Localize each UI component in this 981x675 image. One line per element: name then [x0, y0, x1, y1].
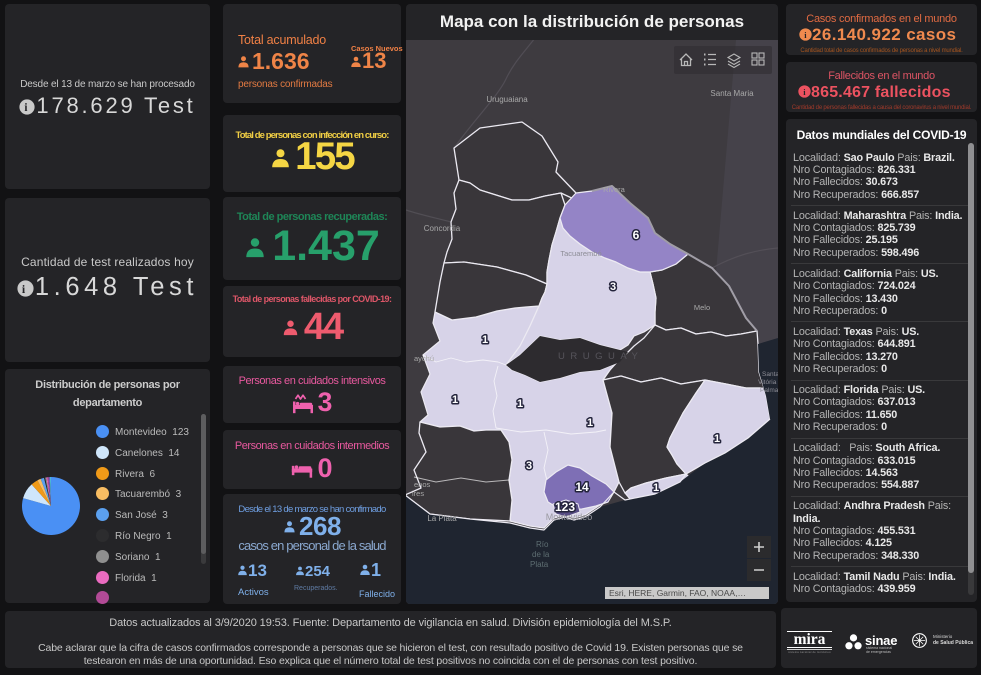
svg-text:3: 3: [610, 281, 616, 293]
svg-text:Plata: Plata: [530, 560, 549, 569]
svg-text:Santa: Santa: [762, 371, 778, 378]
svg-text:Montevideo: Montevideo: [546, 512, 593, 522]
svg-text:enos: enos: [414, 480, 431, 489]
svg-text:Río: Río: [536, 540, 549, 549]
svg-text:URUGUAY: URUGUAY: [558, 351, 643, 362]
svg-text:Santa Maria: Santa Maria: [710, 89, 754, 98]
svg-text:Palmar: Palmar: [760, 387, 778, 394]
svg-text:1: 1: [653, 482, 659, 494]
svg-text:1: 1: [517, 398, 523, 410]
svg-text:3: 3: [526, 460, 532, 472]
svg-text:i: i: [25, 102, 30, 114]
svg-text:1: 1: [452, 394, 458, 406]
svg-text:Concordia: Concordia: [424, 224, 461, 233]
svg-text:1: 1: [714, 433, 720, 445]
svg-text:Uruguaiana: Uruguaiana: [486, 95, 528, 104]
svg-text:La Plata: La Plata: [427, 514, 457, 523]
svg-text:de la: de la: [532, 550, 550, 559]
svg-text:Vitória d: Vitória d: [758, 379, 778, 386]
svg-text:Esri, HERE, Garmin, FAO, NOAA,: Esri, HERE, Garmin, FAO, NOAA,…: [609, 588, 746, 598]
svg-text:1: 1: [482, 334, 488, 346]
svg-text:i: i: [804, 30, 807, 40]
svg-text:6: 6: [633, 228, 640, 242]
svg-text:14: 14: [575, 480, 589, 494]
svg-text:Melo: Melo: [694, 303, 710, 312]
svg-text:123: 123: [555, 500, 575, 514]
svg-text:ires: ires: [412, 489, 424, 498]
svg-text:i: i: [803, 87, 806, 97]
svg-text:1: 1: [587, 417, 593, 429]
svg-text:i: i: [22, 281, 29, 295]
svg-text:aychú: aychú: [414, 354, 434, 363]
svg-text:Tacuarembó: Tacuarembó: [560, 249, 601, 258]
svg-text:Rivera: Rivera: [603, 185, 626, 194]
